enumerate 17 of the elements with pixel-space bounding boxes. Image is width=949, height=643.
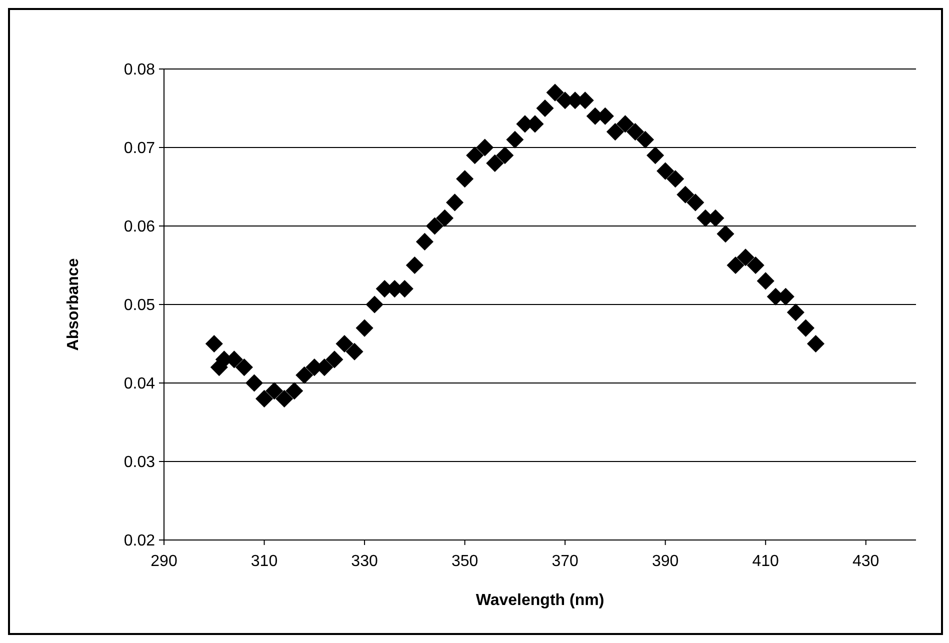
x-tick-label: 330 — [351, 553, 378, 570]
x-tick-label: 350 — [451, 553, 478, 570]
y-tick-label: 0.07 — [124, 140, 156, 158]
y-tick-label: 0.03 — [124, 454, 156, 472]
x-tick-label: 310 — [250, 553, 278, 570]
x-tick-label: 410 — [752, 553, 780, 570]
y-axis-title: Absorbance — [65, 258, 82, 351]
y-tick-label: 0.04 — [124, 376, 156, 393]
y-tick-label: 0.06 — [124, 218, 156, 236]
x-tick-label: 390 — [652, 553, 679, 570]
x-tick-label: 430 — [852, 553, 880, 570]
y-tick-label: 0.02 — [124, 532, 156, 550]
y-tick-label: 0.08 — [124, 62, 156, 79]
y-tick-label: 0.05 — [124, 297, 156, 314]
x-tick-label: 370 — [552, 553, 579, 570]
x-tick-label: 290 — [150, 553, 178, 570]
x-axis-title: Wavelength (nm) — [476, 592, 604, 609]
